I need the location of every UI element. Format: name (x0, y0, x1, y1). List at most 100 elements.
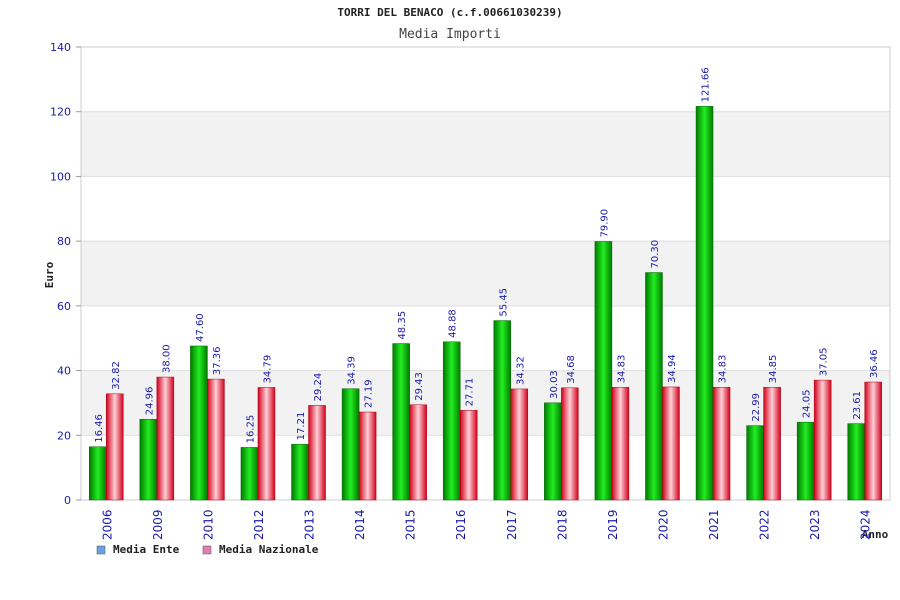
x-tick-label: 2013 (303, 509, 317, 540)
data-label: 22.99 (751, 393, 762, 422)
x-tick-label: 2009 (151, 509, 165, 540)
data-label: 24.05 (802, 390, 813, 419)
data-label: 38.00 (161, 344, 172, 373)
y-axis-label: Euro (43, 261, 56, 288)
data-label: 23.61 (852, 391, 863, 420)
data-label: 34.83 (616, 355, 627, 384)
y-tick-label: 80 (57, 235, 71, 248)
x-axis-ticks: 2006 2009 2010 2012 2013 2014 2015 2016 2017 2018… (100, 509, 872, 540)
bar-media-nazionale-2012 (257, 387, 276, 501)
data-label: 32.82 (111, 361, 122, 390)
data-label: 34.85 (768, 355, 779, 384)
bar-media-ente-2010 (190, 345, 208, 501)
legend-label-media-nazionale: Media Nazionale (219, 543, 319, 556)
bar-media-nazionale-2017 (510, 388, 529, 501)
bar-media-ente-2015 (392, 343, 410, 501)
y-tick-label: 40 (57, 365, 71, 378)
legend-swatch-media-ente (96, 545, 106, 555)
bar-media-ente-2006 (89, 446, 107, 501)
bar-media-nazionale-2015 (409, 404, 427, 501)
data-label: 121.66 (701, 67, 712, 102)
bar-media-ente-2019 (594, 241, 613, 501)
bar-media-nazionale-2010 (207, 378, 225, 501)
chart-subtitle: Media Importi (399, 27, 501, 42)
data-label: 79.90 (599, 209, 610, 238)
data-label: 16.25 (245, 415, 256, 444)
bar-media-nazionale-2009 (156, 376, 175, 501)
x-tick-label: 2014 (353, 509, 367, 540)
grid-bands (81, 111, 890, 436)
bar-media-ente-2022 (746, 425, 764, 501)
bar-media-ente-2018 (544, 402, 562, 501)
grid-band (81, 241, 890, 306)
data-label: 30.03 (549, 370, 560, 399)
x-tick-label: 2020 (656, 509, 670, 540)
bar-media-ente-2021 (695, 106, 714, 501)
bar-media-nazionale-2014 (358, 411, 377, 501)
bar-media-nazionale-2024 (864, 381, 882, 501)
y-tick-label: 140 (50, 41, 71, 54)
bar-media-ente-2014 (341, 388, 360, 501)
data-label: 24.96 (144, 387, 155, 416)
bar-media-ente-2013 (291, 444, 309, 501)
y-tick-label: 20 (57, 429, 71, 442)
x-tick-label: 2022 (758, 509, 772, 540)
data-label: 27.19 (364, 379, 375, 408)
data-label: 36.46 (869, 349, 880, 378)
x-tick-label: 2016 (454, 509, 468, 540)
data-label: 47.60 (195, 313, 206, 342)
data-label: 70.30 (650, 240, 661, 269)
x-tick-label: 2017 (505, 509, 519, 540)
data-label: 34.79 (262, 355, 273, 384)
plot-area (80, 46, 891, 501)
bar-media-nazionale-2013 (308, 405, 326, 501)
bar-media-nazionale-2016 (459, 410, 478, 501)
bars: 16.46 32.82 24.96 38.00 47.60 37.36 16.25 34.79… (89, 67, 882, 501)
legend-item-media-nazionale: Media Nazionale (202, 543, 319, 556)
legend-label-media-ente: Media Ente (113, 543, 180, 556)
grid-band (81, 111, 890, 177)
bar-media-ente-2020 (645, 272, 663, 501)
chart-title: TORRI DEL BENACO (c.f.00661030239) (337, 6, 562, 19)
bar-media-nazionale-2018 (561, 387, 579, 501)
data-label: 16.46 (94, 414, 105, 443)
x-tick-label: 2023 (808, 509, 822, 540)
y-tick-label: 100 (50, 170, 71, 183)
data-label: 34.68 (566, 355, 577, 384)
y-tick-label: 120 (50, 106, 71, 119)
data-label: 29.24 (313, 373, 324, 402)
x-tick-label: 2019 (606, 509, 620, 540)
bar-media-ente-2009 (139, 418, 158, 501)
data-label: 34.39 (347, 356, 358, 385)
data-label: 29.43 (414, 372, 425, 401)
bar-media-nazionale-2019 (611, 387, 630, 501)
data-label: 17.21 (296, 412, 307, 441)
data-label: 34.32 (515, 356, 526, 385)
bar-media-ente-2016 (442, 341, 461, 501)
x-tick-label: 2015 (404, 509, 418, 540)
bar-media-ente-2024 (847, 423, 865, 501)
x-tick-label: 2012 (252, 509, 266, 540)
x-tick-label: 2006 (100, 509, 114, 540)
data-label: 37.05 (819, 347, 830, 376)
data-label: 48.88 (448, 309, 459, 338)
x-tick-label: 2021 (707, 509, 721, 540)
bar-media-nazionale-2021 (712, 387, 731, 501)
bar-media-nazionale-2006 (106, 393, 124, 501)
y-axis-ticks: 0 20 40 60 80 100 120 140 (50, 41, 81, 507)
y-tick-label: 60 (57, 300, 71, 313)
data-label: 34.83 (718, 355, 729, 384)
bar-media-nazionale-2022 (763, 386, 781, 501)
legend-item-media-ente: Media Ente (96, 543, 180, 556)
data-label: 55.45 (498, 288, 509, 317)
legend: Media Ente Media Nazionale (96, 543, 319, 556)
y-tick-label: 0 (64, 494, 71, 507)
x-tick-label: 2018 (555, 509, 569, 540)
bar-media-ente-2012 (240, 447, 259, 501)
legend-swatch-media-nazionale (202, 545, 212, 555)
bar-media-nazionale-2020 (662, 386, 680, 501)
x-tick-label: 2024 (859, 509, 873, 540)
bar-media-ente-2023 (796, 421, 815, 501)
data-label: 37.36 (212, 346, 223, 375)
